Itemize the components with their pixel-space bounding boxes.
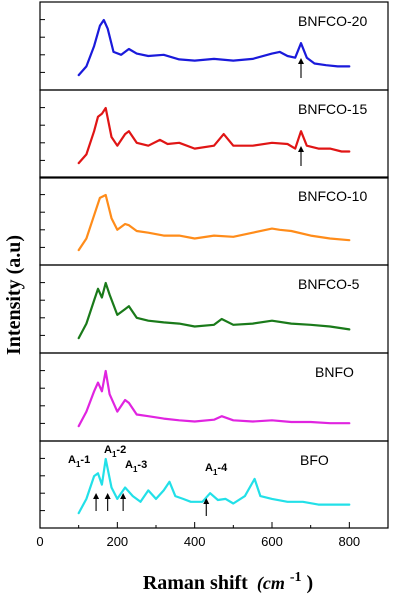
x-axis-title-main: Raman shift <box>143 572 248 594</box>
arrow-head <box>93 493 100 499</box>
series-line-bnfco-15 <box>77 106 351 165</box>
series-line-bfo <box>77 457 351 515</box>
series-label: BNFCO-5 <box>298 276 360 292</box>
x-tick-label: 800 <box>338 534 360 549</box>
series-line-bnfco-10 <box>77 193 351 252</box>
panel-frame <box>39 440 389 529</box>
series-label: BFO <box>300 452 329 468</box>
panel-bnfco-20: BNFCO-20 <box>39 1 389 91</box>
panel-bfo: BFO A1-1 A1-2A1-3 A1-4 <box>39 440 389 529</box>
x-axis-title-unit: (cm <box>257 573 285 594</box>
annotation-arrow: A1-4 <box>203 462 228 516</box>
annotation-label: A1-1 <box>68 454 90 469</box>
series-label: BNFCO-20 <box>298 13 367 29</box>
x-tick-label: 400 <box>184 534 206 549</box>
arrow-head <box>203 498 210 504</box>
series-line-bnfco-20 <box>77 18 351 77</box>
y-axis-title: Intensity (a.u) <box>3 235 25 355</box>
arrow-head <box>104 493 111 499</box>
annotation-arrow: A1-2 <box>104 444 126 511</box>
annotation-arrow: A1-1 <box>68 454 100 511</box>
annotation-label: A1-2 <box>104 444 126 459</box>
annotation-arrow <box>298 146 304 166</box>
arrow-head <box>120 493 127 499</box>
x-axis-title-exponent: -1 <box>290 570 302 585</box>
x-axis-title-close: ) <box>307 572 314 594</box>
series-label: BNFO <box>315 364 354 380</box>
series-label: BNFCO-15 <box>298 101 367 117</box>
panel-frame <box>39 89 389 179</box>
series-line-bnfo <box>77 369 351 428</box>
series-line-bnfco-5 <box>77 281 351 340</box>
annotation-label: A1-4 <box>205 462 228 477</box>
panel-bnfo: BNFO <box>39 352 389 442</box>
panel-bnfco-5: BNFCO-5 <box>39 264 389 354</box>
annotation-arrow <box>298 58 304 78</box>
x-axis-title: Raman shift (cm -1 ) <box>143 564 313 594</box>
series-label: BNFCO-10 <box>298 188 367 204</box>
x-tick-label: 200 <box>106 534 128 549</box>
annotation-arrow: A1-3 <box>120 459 147 511</box>
panel-bnfco-15: BNFCO-15 <box>39 89 389 179</box>
panel-bnfco-10: BNFCO-10 <box>39 176 389 266</box>
x-tick-label: 0 <box>36 534 43 549</box>
x-tick-label: 600 <box>261 534 283 549</box>
arrow-head <box>298 58 304 64</box>
arrow-head <box>298 146 304 152</box>
annotation-label: A1-3 <box>125 459 147 474</box>
x-axis: 0 200 400 600 800 <box>36 522 360 549</box>
panels-group: BNFCO-20 BNFCO-15 BNFCO-10 BNFCO-5 BNFO BFO A1… <box>39 1 389 529</box>
